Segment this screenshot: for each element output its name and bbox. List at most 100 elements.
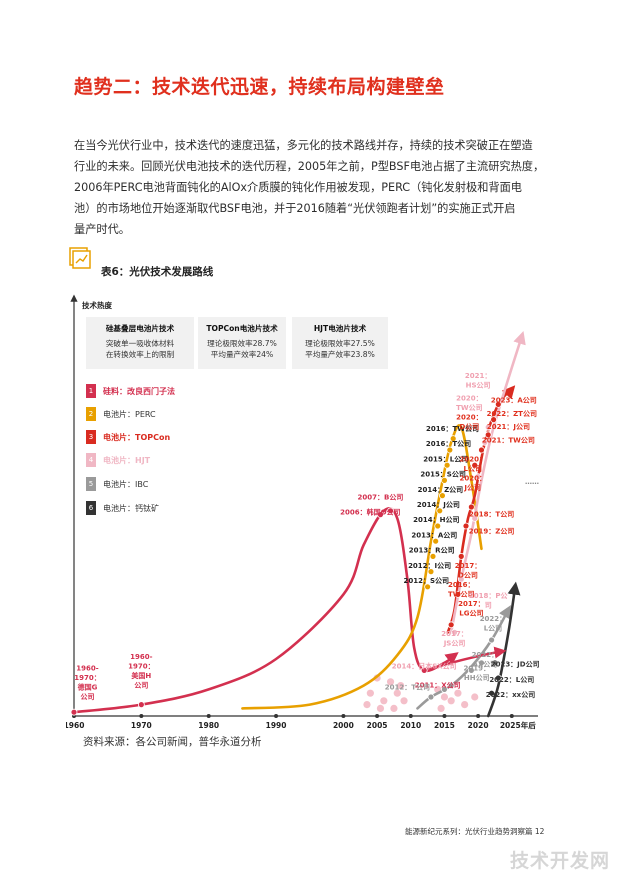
info-box-line: 平均量产效率24% — [210, 350, 274, 359]
legend-label: 硅料：改良西门子法 — [103, 386, 175, 396]
data-label: 2016：T公司 — [426, 440, 471, 448]
x-tick-mark — [476, 714, 481, 718]
data-point — [436, 507, 444, 515]
data-point — [443, 461, 451, 469]
data-label: 2016：TW公司 — [426, 425, 479, 433]
x-tick-label: 2015 — [434, 721, 455, 730]
data-label: 2012：S公司 — [403, 577, 449, 585]
data-point — [446, 446, 454, 454]
page-footer: 能源新纪元系列：光伏行业趋势洞察篇 12 — [405, 827, 545, 836]
scatter-dot — [380, 697, 388, 705]
legend-label: 电池片：HJT — [103, 455, 151, 465]
legend-number: 4 — [86, 453, 96, 467]
data-label: 2015：L公司 — [423, 455, 468, 463]
scatter-dot — [397, 682, 405, 690]
legend-number: 3 — [86, 430, 96, 444]
data-label: 2022：ZT公司 — [487, 410, 537, 418]
data-label: D公司 — [459, 423, 479, 431]
data-point — [490, 416, 498, 424]
data-point — [494, 401, 502, 408]
data-label: 1970： — [74, 674, 100, 682]
x-tick-label: 1980 — [198, 721, 219, 730]
data-point — [488, 636, 495, 644]
data-label: 2023：JD公司 — [491, 661, 540, 669]
series-line — [423, 646, 507, 672]
data-point — [454, 590, 462, 598]
scatter-dot — [440, 693, 449, 701]
data-point — [451, 628, 458, 636]
data-point — [447, 621, 455, 629]
data-label: 1970： — [128, 663, 154, 671]
paragraph-line: 在当今光伏行业中，技术迭代的速度迅猛，多元化的技术路线并存，持续的技术突破正在塑… — [74, 139, 533, 152]
data-label: 2018：P公 — [469, 592, 508, 600]
data-label: L公司 — [484, 625, 502, 633]
data-label: 2014：日本SX公司 — [392, 662, 457, 671]
data-point — [478, 659, 485, 667]
scatter-dot — [471, 693, 479, 701]
legend-label: 电池片：IBC — [103, 479, 149, 489]
info-box-header: HJT电池片技术 — [313, 324, 367, 333]
legend-number: 6 — [86, 501, 96, 515]
data-label: 2007：B公司 — [358, 493, 404, 501]
data-point — [484, 431, 492, 439]
data-point — [462, 522, 470, 530]
x-tick-label: 2020 — [468, 721, 489, 730]
paragraph-line: 2006年PERC电池背面钝化的AlOx介质膜的钝化作用被发现，PERC（钝化发… — [74, 181, 522, 194]
data-label: 2021：TW公司 — [482, 436, 535, 444]
info-box-line: 平均量产效率23.8% — [305, 350, 375, 359]
data-label: 2013：R公司 — [409, 547, 455, 555]
x-tick-label: 1960 — [66, 721, 84, 730]
legend-number: 1 — [86, 384, 96, 398]
chart-icon — [69, 247, 91, 269]
series-line — [241, 424, 483, 710]
data-label: 2014：H公司 — [413, 516, 459, 524]
data-point — [429, 552, 437, 560]
data-point — [447, 682, 455, 690]
data-label: 2017： — [441, 630, 467, 638]
data-label: AX公司 — [472, 661, 497, 669]
data-label: JS公司 — [443, 640, 466, 648]
data-label: 2021： — [465, 372, 491, 380]
data-label: HS公司 — [466, 381, 491, 389]
data-label: …… — [525, 478, 539, 486]
legend-label: 电池片：钙钛矿 — [103, 503, 159, 513]
data-label: 2020： — [456, 414, 482, 422]
legend-item: 3 电池片：TOPCon — [86, 430, 170, 444]
data-label: J公司 — [463, 484, 481, 492]
data-label: 2014：J公司 — [417, 501, 460, 509]
x-tick-label: 2025年后 — [500, 720, 536, 730]
scatter-dot — [437, 704, 445, 712]
x-tick-mark — [509, 714, 514, 718]
data-point — [387, 507, 394, 515]
data-point — [432, 537, 440, 545]
data-label: HH公司 — [464, 674, 490, 682]
data-label: 2016： — [448, 581, 474, 589]
data-point — [427, 568, 435, 576]
watermark: 技术开发网 — [510, 850, 611, 872]
x-tick-label: 1990 — [266, 721, 287, 730]
scatter-dot — [376, 704, 385, 712]
info-box-line: 理论极限效率28.7% — [207, 339, 277, 348]
data-label: 2013：A公司 — [411, 531, 457, 539]
legend-item: 2 电池片：PERC — [86, 407, 156, 421]
data-point — [471, 461, 479, 469]
x-tick-label: 1970 — [131, 721, 152, 730]
intro-paragraph: 在当今光伏行业中，技术迭代的速度迅猛，多元化的技术路线并存，持续的技术突破正在塑… — [74, 135, 554, 240]
data-label: 公司 — [80, 693, 94, 701]
x-tick-mark — [206, 714, 211, 718]
x-tick-label: 2000 — [333, 721, 354, 730]
data-label: 德国G — [78, 682, 98, 691]
data-point — [467, 503, 475, 511]
data-point — [449, 435, 457, 443]
data-label: 1960- — [130, 653, 152, 661]
data-label: 2019：Z公司 — [469, 528, 515, 536]
data-point — [481, 438, 489, 446]
data-label: 司 — [485, 602, 492, 610]
info-box-line: 理论极限效率27.5% — [305, 339, 375, 348]
data-label: 2012：T公司 — [385, 683, 430, 691]
data-point — [457, 575, 465, 583]
data-label: 美国H — [131, 671, 151, 680]
legend-item: 6 电池片：钙钛矿 — [86, 501, 159, 515]
data-label: 2022： — [480, 615, 506, 623]
data-label: 2020： — [456, 395, 482, 403]
